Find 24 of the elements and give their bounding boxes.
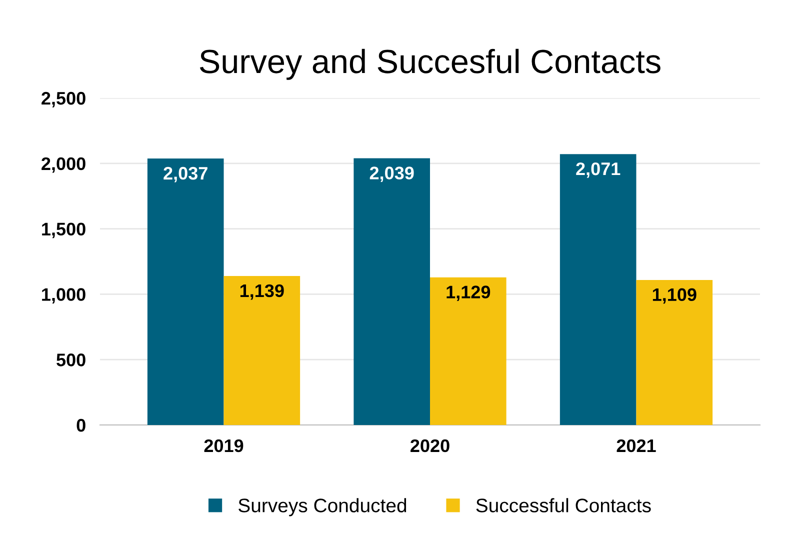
x-tick-label: 2019: [204, 439, 244, 452]
bar: [430, 277, 506, 425]
y-tick-label: 1,000: [42, 288, 86, 304]
chart-title: Survey and Succesful Contacts: [200, 48, 660, 80]
legend-label: Successful Contacts: [476, 498, 651, 512]
data-label: 1,109: [652, 288, 696, 304]
bar: [354, 158, 430, 425]
y-tick-label: 500: [56, 354, 86, 366]
data-label: 2,039: [370, 166, 414, 182]
x-tick-label: 2021: [616, 439, 656, 452]
data-label: 1,139: [240, 284, 284, 300]
bar: [636, 280, 713, 425]
bar: [147, 158, 224, 425]
data-label: 2,071: [576, 162, 620, 178]
y-tick-label: 1,500: [42, 222, 86, 238]
data-label: 1,129: [446, 286, 490, 302]
x-tick-label: 2020: [410, 439, 450, 452]
y-tick-label: 0: [76, 418, 86, 432]
legend-label: Surveys Conducted: [238, 498, 406, 516]
data-label: 2,037: [164, 166, 208, 182]
y-tick-label: 2,000: [42, 157, 86, 173]
y-tick-label: 2,500: [42, 92, 86, 108]
bar: [224, 276, 300, 425]
bar: [560, 154, 636, 425]
